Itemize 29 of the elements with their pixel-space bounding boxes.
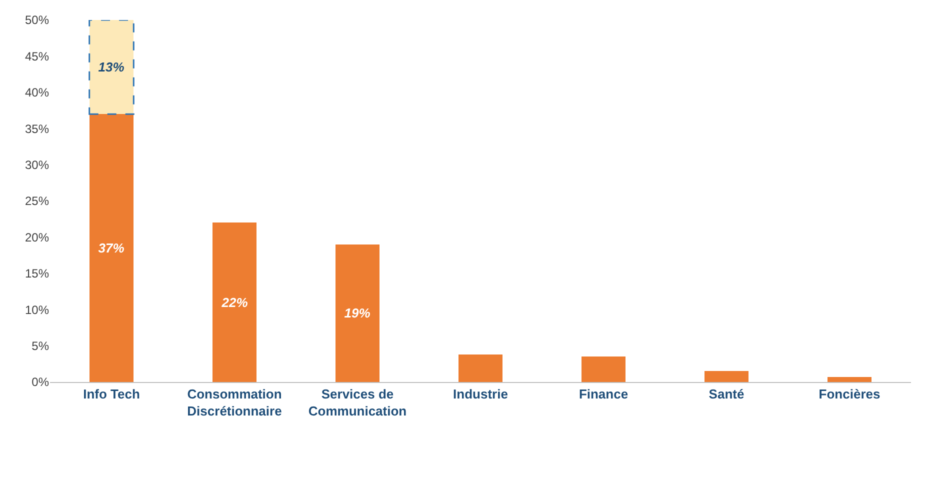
y-tick-label: 10% <box>24 302 50 317</box>
y-tick-label: 30% <box>24 158 50 172</box>
bar <box>89 114 134 382</box>
x-tick-label: Santé <box>708 386 744 402</box>
bar <box>827 376 872 382</box>
y-tick-label: 20% <box>24 230 50 244</box>
x-tick-label: Industrie <box>453 386 508 402</box>
y-tick-label: 15% <box>24 266 50 281</box>
y-tick-label: 0% <box>32 375 50 390</box>
data-label: 37% <box>98 240 125 256</box>
bar <box>458 354 503 382</box>
y-tick-label: 50% <box>24 13 50 28</box>
data-label: 19% <box>344 306 371 321</box>
y-tick-label: 25% <box>24 194 50 208</box>
data-label: 22% <box>220 294 248 310</box>
bar <box>212 222 257 382</box>
x-tick-label: Services de Communication <box>308 386 407 418</box>
x-tick-label: Consommation Discrétionnaire <box>187 386 282 418</box>
x-tick-label: Foncières <box>818 386 880 402</box>
y-tick-label: 35% <box>24 122 50 136</box>
y-tick-label: 45% <box>24 49 50 64</box>
y-tick-label: 5% <box>32 339 50 353</box>
bar <box>704 371 749 382</box>
x-tick-label: Info Tech <box>83 386 140 402</box>
data-label: 13% <box>98 60 125 75</box>
x-tick-label: Finance <box>578 386 628 402</box>
bar <box>335 244 380 382</box>
y-tick-label: 40% <box>24 86 50 100</box>
bar <box>581 356 626 382</box>
